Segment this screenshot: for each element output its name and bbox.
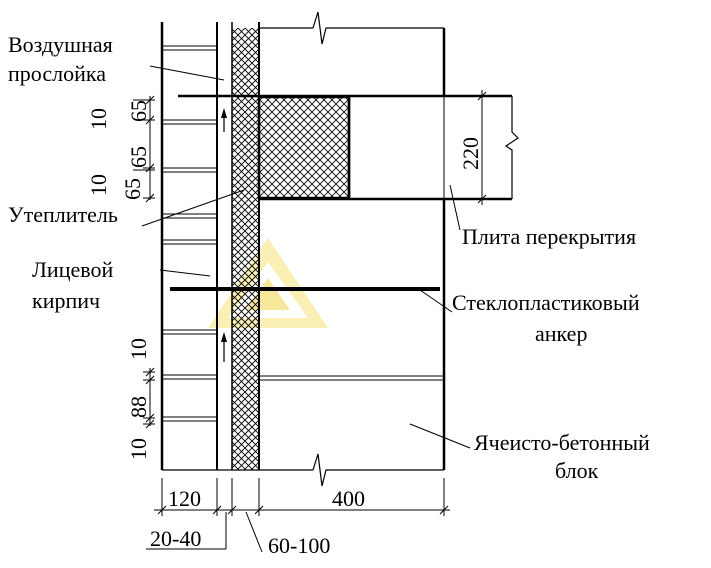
horizontal-dim-chain (146, 478, 450, 553)
insulation-layer (232, 22, 260, 470)
dim-brick-width: 120 (168, 486, 201, 511)
dim-block-width: 400 (332, 486, 365, 511)
dim-joint-top-b: 10 (86, 174, 111, 196)
dim-slab-height: 220 (458, 137, 483, 170)
label-floor-slab: Плита перекрытия (462, 224, 636, 249)
dim-course-top-b: 65 (126, 146, 151, 168)
dim-joint-bottom-a: 10 (126, 338, 151, 360)
label-facing-brick-line1: Лицевой (32, 257, 113, 282)
label-aerated-block-line2: блок (555, 458, 599, 483)
air-gap-layer (221, 22, 233, 470)
label-anchor-line2: анкер (535, 321, 587, 346)
dimension-numbers: 10 65 65 10 65 10 88 10 220 120 20-40 60… (86, 100, 483, 558)
dim-insulation-width: 60-100 (268, 533, 330, 558)
dim-course-bottom: 88 (126, 396, 151, 418)
dim-joint-top-a: 10 (86, 108, 111, 130)
label-anchor-line1: Стеклопластиковый (452, 290, 640, 315)
label-air-gap-line2: прослойка (8, 61, 106, 86)
text-labels: Воздушная прослойка Утеплитель Лицевой к… (8, 32, 650, 483)
label-air-gap-line1: Воздушная (8, 32, 113, 57)
watermark-logo (208, 238, 328, 328)
vertical-dim-chain (133, 95, 155, 429)
fiberglass-anchor (170, 287, 440, 291)
slab-height-dim (477, 90, 487, 205)
leader-lines (141, 65, 471, 449)
label-aerated-block-line1: Ячеисто-бетонный (474, 430, 650, 455)
facing-brick-layer (160, 22, 218, 470)
dim-course-top-a: 65 (126, 100, 151, 122)
dim-joint-bottom-b: 10 (126, 438, 151, 460)
aerated-block-lower (162, 199, 446, 487)
label-facing-brick-line2: кирпич (32, 288, 100, 313)
dim-air-gap-width: 20-40 (150, 526, 201, 551)
aerated-block-upper (259, 11, 446, 96)
dim-course-top-c: 65 (120, 178, 145, 200)
label-insulation: Утеплитель (8, 202, 118, 227)
floor-slab (178, 94, 519, 201)
